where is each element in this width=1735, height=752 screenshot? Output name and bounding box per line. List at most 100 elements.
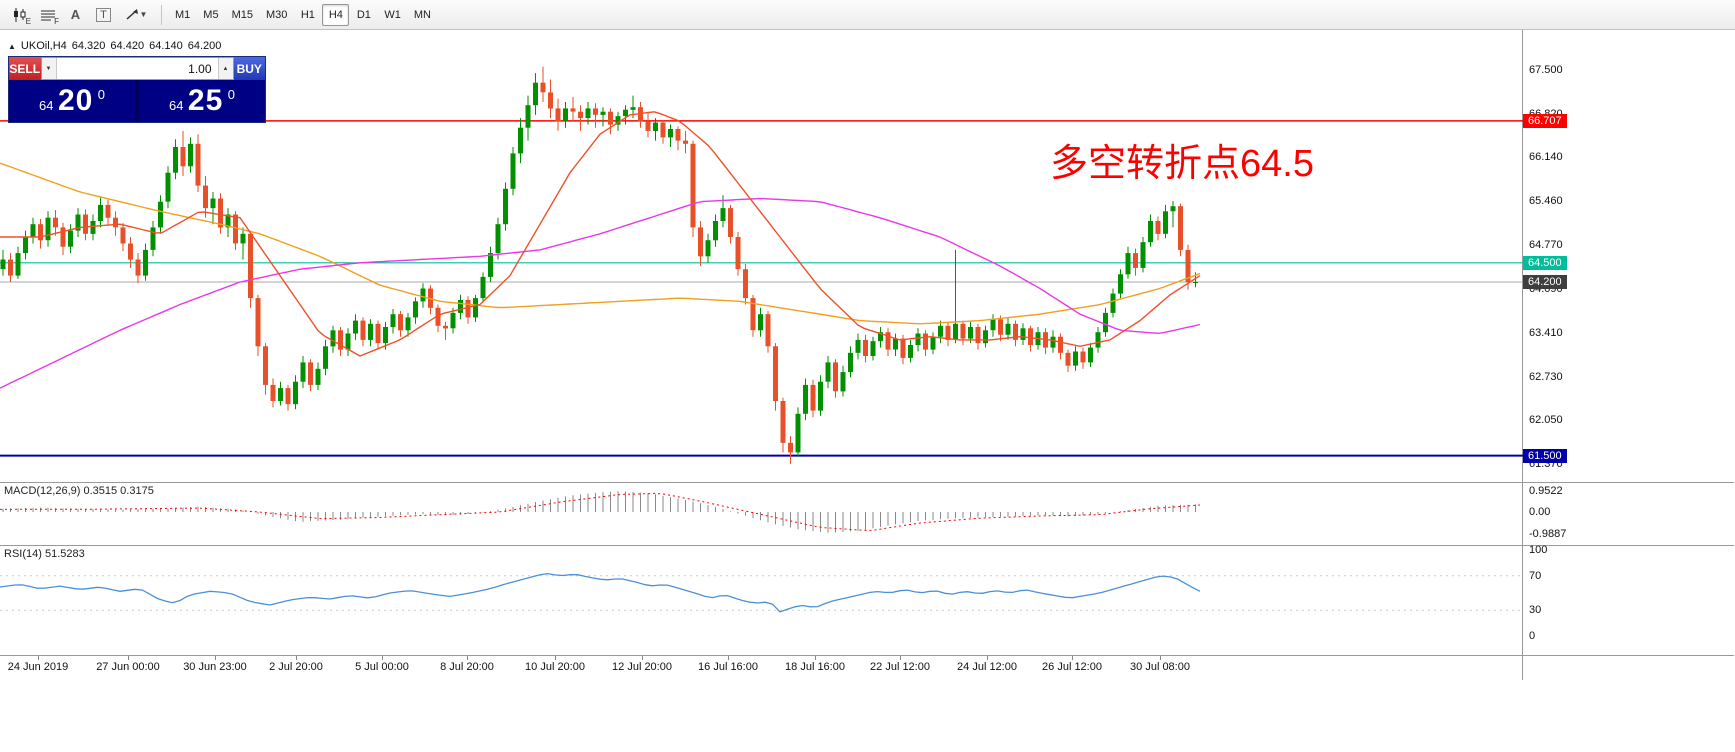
main-chart-panel[interactable]: ▲ UKOil,H4 64.320 64.420 64.140 64.200 S… — [0, 30, 1523, 483]
time-axis-label: 22 Jul 12:00 — [870, 661, 930, 673]
time-axis-label: 30 Jul 08:00 — [1130, 661, 1190, 673]
candlestick-chart-svg[interactable] — [0, 30, 1523, 482]
timeframe-button-m5[interactable]: M5 — [203, 8, 219, 21]
candlestick-chart-tool-button[interactable]: E — [6, 3, 33, 27]
time-tick-mark — [815, 656, 816, 660]
time-tick-mark — [128, 656, 129, 660]
macd-chart-svg[interactable] — [0, 483, 1523, 545]
time-axis-label: 26 Jul 12:00 — [1042, 661, 1102, 673]
time-tick-mark — [555, 656, 556, 660]
price-divider — [135, 80, 139, 122]
tool-badge: F — [54, 16, 59, 26]
candlesticks-icon — [12, 7, 28, 22]
rsi-scale[interactable]: 100 70 30 0 — [1523, 544, 1734, 656]
bottom-filler — [0, 680, 1735, 752]
symbol-info-bar: ▲ UKOil,H4 64.320 64.420 64.140 64.200 — [8, 40, 221, 52]
price-tick: 66.140 — [1529, 151, 1563, 163]
time-axis-label: 27 Jun 00:00 — [96, 661, 160, 673]
time-axis-label: 12 Jul 20:00 — [612, 661, 672, 673]
macd-tick: 0.9522 — [1529, 485, 1563, 497]
timeframe-button-w1[interactable]: W1 — [384, 8, 401, 21]
ohlc-close: 64.200 — [187, 40, 222, 52]
collapse-trade-panel-icon[interactable]: ▲ — [8, 41, 16, 51]
time-tick-mark — [728, 656, 729, 660]
macd-label: MACD(12,26,9) 0.3515 0.3175 — [4, 485, 154, 497]
one-click-trading-panel: SELL ▼ ▲ BUY 64 20 0 — [8, 56, 266, 123]
sell-price-display[interactable]: 64 20 0 — [39, 84, 105, 117]
rsi-tick: 100 — [1529, 544, 1548, 556]
time-tick-mark — [38, 656, 39, 660]
rsi-tick: 0 — [1529, 630, 1536, 642]
tool-badge: E — [25, 16, 31, 26]
rsi-tick: 70 — [1529, 570, 1542, 582]
arrow-objects-dropdown-button[interactable]: ▼ — [118, 3, 154, 27]
volume-dropdown-icon[interactable]: ▼ — [41, 58, 57, 79]
objects-list-tool-button[interactable]: F — [34, 3, 61, 27]
ohlc-high: 64.420 — [110, 40, 145, 52]
price-level-label-blue: 61.500 — [1523, 449, 1567, 463]
sell-button[interactable]: SELL — [9, 57, 41, 80]
time-tick-mark — [467, 656, 468, 660]
rsi-tick: 30 — [1529, 604, 1542, 616]
price-level-label-teal: 64.500 — [1523, 256, 1567, 270]
time-axis-label: 30 Jun 23:00 — [183, 661, 247, 673]
time-tick-mark — [642, 656, 643, 660]
price-tick: 62.050 — [1529, 414, 1563, 426]
symbol-name: UKOil,H4 — [20, 40, 67, 52]
time-axis-label: 2 Jul 20:00 — [269, 661, 323, 673]
buy-button[interactable]: BUY — [233, 57, 265, 80]
time-axis-label: 24 Jun 2019 — [7, 661, 69, 673]
price-tick: 65.460 — [1529, 195, 1563, 207]
rsi-label: RSI(14) 51.5283 — [4, 548, 85, 560]
chart-window: ▲ UKOil,H4 64.320 64.420 64.140 64.200 S… — [0, 30, 1735, 680]
timeframe-button-m30[interactable]: M30 — [265, 8, 288, 21]
text-box-tool-button[interactable]: T — [90, 3, 117, 27]
price-tick: 63.410 — [1529, 327, 1563, 339]
timeframe-button-h4[interactable]: H4 — [322, 3, 350, 26]
time-axis-label: 16 Jul 16:00 — [698, 661, 758, 673]
macd-tick: -0.9887 — [1529, 528, 1567, 540]
timeframe-button-m15[interactable]: M15 — [231, 8, 253, 21]
scale-corner — [1523, 656, 1734, 680]
ohlc-open: 64.320 — [71, 40, 106, 52]
time-axis[interactable]: 24 Jun 2019 27 Jun 00:00 30 Jun 23:00 2 Jul… — [0, 656, 1522, 680]
rsi-chart-svg[interactable] — [0, 546, 1523, 655]
timeframe-button-h1[interactable]: H1 — [300, 8, 315, 21]
list-lines-icon — [40, 9, 55, 21]
dropdown-caret-icon: ▼ — [139, 10, 148, 19]
time-axis-label: 18 Jul 16:00 — [785, 661, 845, 673]
time-tick-mark — [900, 656, 901, 660]
macd-scale[interactable]: 0.9522 0.00 -0.9887 — [1523, 483, 1734, 546]
toolbar-separator — [161, 4, 162, 25]
timeframe-button-m1[interactable]: M1 — [175, 8, 191, 21]
timeframe-button-mn[interactable]: MN — [413, 8, 431, 21]
arrow-tool-icon — [125, 8, 139, 21]
time-axis-label: 24 Jul 12:00 — [957, 661, 1017, 673]
volume-spinner[interactable]: ▲ — [217, 58, 233, 79]
price-tick: 67.500 — [1529, 64, 1563, 76]
text-box-icon: T — [96, 7, 111, 22]
price-level-label-dark: 64.200 — [1523, 275, 1567, 289]
toolbar: E F A T ▼ M1 M5 M15 M30 H1 H4 D1 W1 MN — [0, 0, 1735, 30]
chart-text-annotation: 多空转折点64.5 — [1050, 143, 1314, 185]
macd-panel[interactable]: MACD(12,26,9) 0.3515 0.3175 — [0, 483, 1522, 546]
price-tick: 62.730 — [1529, 371, 1563, 383]
text-tool-icon: A — [70, 7, 81, 22]
time-tick-mark — [987, 656, 988, 660]
buy-price-display[interactable]: 64 25 0 — [169, 84, 235, 117]
volume-input[interactable] — [56, 58, 218, 79]
timeframe-button-d1[interactable]: D1 — [356, 8, 371, 21]
time-tick-mark — [1072, 656, 1073, 660]
ohlc-low: 64.140 — [149, 40, 183, 52]
rsi-panel[interactable]: RSI(14) 51.5283 — [0, 546, 1523, 656]
price-scale-column: 67.50066.82066.14065.46064.77064.09063.4… — [1523, 30, 1734, 680]
price-scale[interactable]: 67.50066.82066.14065.46064.77064.09063.4… — [1523, 30, 1734, 483]
chart-column: ▲ UKOil,H4 64.320 64.420 64.140 64.200 S… — [0, 30, 1523, 680]
volume-box: ▼ ▲ — [40, 57, 234, 80]
time-axis-label: 10 Jul 20:00 — [525, 661, 585, 673]
price-tick: 64.770 — [1529, 239, 1563, 251]
time-axis-label: 8 Jul 20:00 — [440, 661, 494, 673]
time-tick-mark — [382, 656, 383, 660]
price-level-label-red: 66.707 — [1523, 114, 1567, 128]
text-label-tool-button[interactable]: A — [62, 3, 89, 27]
